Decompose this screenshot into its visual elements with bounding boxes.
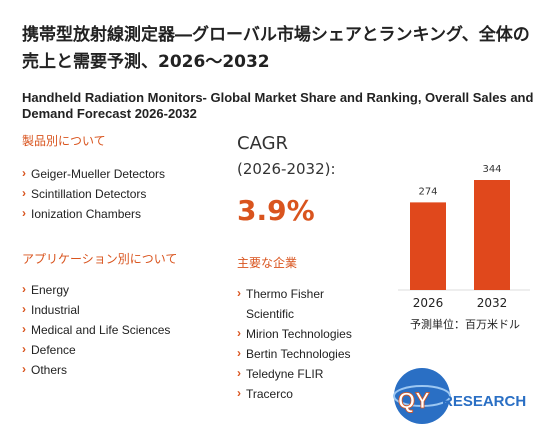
value-label: 274 xyxy=(418,186,437,197)
section-heading: アプリケーション別について xyxy=(22,252,178,266)
list-item: Ionization Chambers xyxy=(22,203,222,224)
cagr-value: 3.9% xyxy=(237,194,315,227)
list-item: Thermo Fisher Scientific xyxy=(237,283,367,324)
subtitle: Handheld Radiation Monitors- Global Mark… xyxy=(22,90,534,121)
list-item: Medical and Life Sciences xyxy=(22,319,222,340)
logo-part1: QY xyxy=(398,388,430,413)
section-heading: 主要な企業 xyxy=(237,256,298,270)
list-item: Bertin Technologies xyxy=(237,343,367,364)
list-item: Others xyxy=(22,359,222,380)
list-item: Energy xyxy=(22,279,222,300)
list: Thermo Fisher ScientificMirion Technolog… xyxy=(237,283,367,404)
list-item: Tracerco xyxy=(237,383,367,404)
list-item: Industrial xyxy=(22,299,222,320)
bar xyxy=(474,180,510,290)
list-item: Scintillation Detectors xyxy=(22,183,222,204)
unit-note: 予測単位：百万米ドル xyxy=(410,317,520,331)
globe-ring xyxy=(393,385,451,407)
logo: QY RESEARCH xyxy=(393,368,526,424)
title: 携帯型放射線測定器―グローバル市場シェアとランキング、全体の売上と需要予測、20… xyxy=(22,25,530,72)
logo-part2: RESEARCH xyxy=(442,393,526,410)
value-label: 344 xyxy=(482,164,501,175)
cagr-label: CAGR xyxy=(237,133,289,154)
section-heading: 製品別について xyxy=(22,134,106,148)
chart: 予測単位：百万米ドル 274 2026 344 2032 xyxy=(398,164,530,331)
x-tick-label: 2026 xyxy=(413,296,444,310)
list-item: Defence xyxy=(22,339,222,360)
cagr-period: (2026-2032): xyxy=(237,160,336,178)
x-tick-label: 2032 xyxy=(477,296,508,310)
list: Geiger-Mueller DetectorsScintillation De… xyxy=(22,163,222,224)
list-item: Mirion Technologies xyxy=(237,323,367,344)
list-item: Geiger-Mueller Detectors xyxy=(22,163,222,184)
globe xyxy=(394,368,450,424)
bar xyxy=(410,202,446,290)
list: EnergyIndustrialMedical and Life Science… xyxy=(22,279,222,380)
list-item: Teledyne FLIR xyxy=(237,363,367,384)
